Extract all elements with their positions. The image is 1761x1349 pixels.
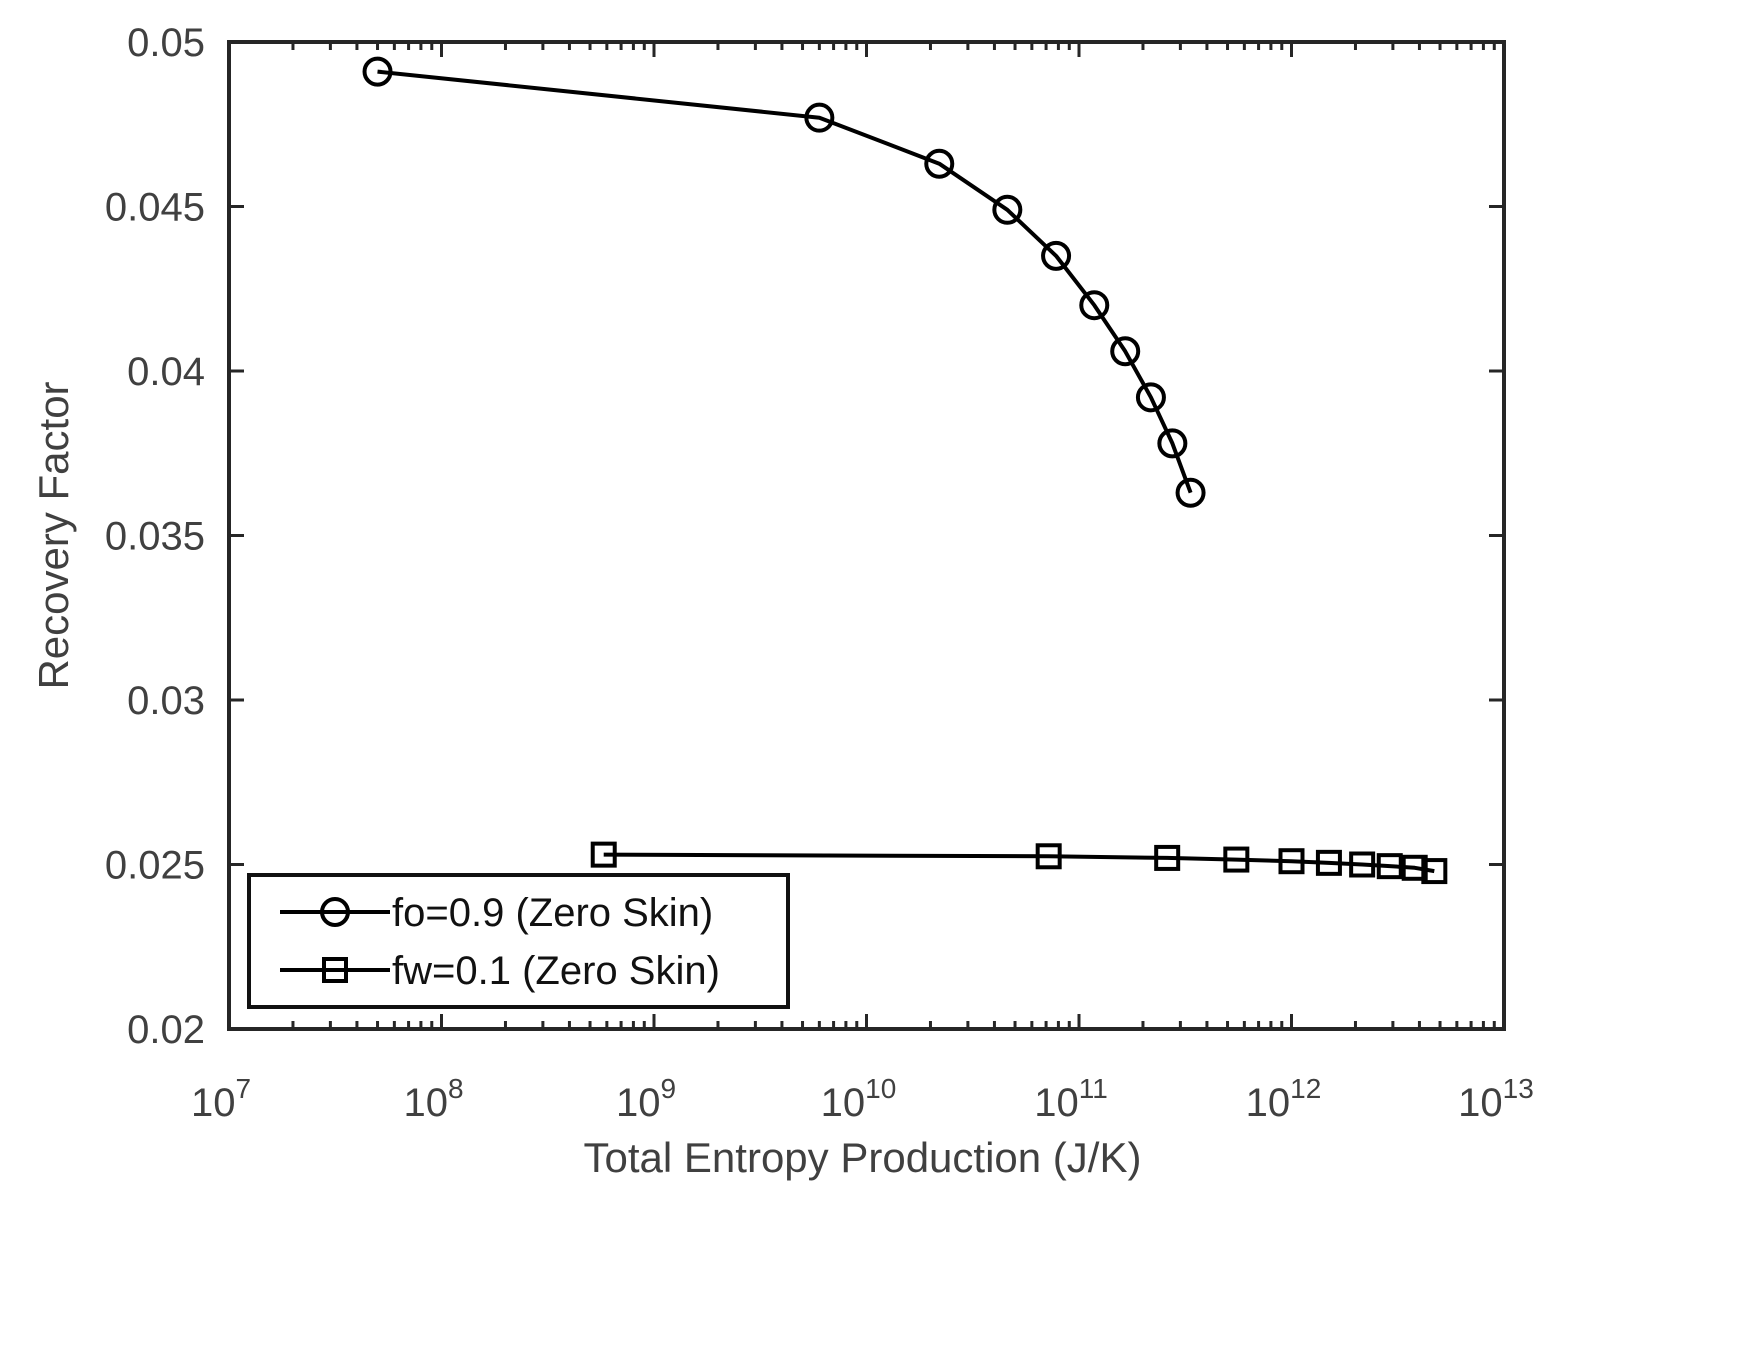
data-point-square (1315, 849, 1342, 876)
x-tick-label: 109 (616, 1073, 676, 1125)
data-point-circle (992, 194, 1023, 225)
x-tick-label: 1012 (1246, 1073, 1322, 1125)
data-point-square (1376, 853, 1403, 880)
legend-label-fw: fw=0.1 (Zero Skin) (392, 949, 720, 993)
data-point-circle (924, 148, 955, 179)
data-point-circle (362, 56, 393, 87)
plot-frame (227, 40, 1506, 1031)
y-tick-label: 0.035 (105, 515, 205, 559)
x-tick-label: 1010 (821, 1073, 897, 1125)
data-point-circle (1079, 290, 1110, 321)
x-tick-base: 10 (1034, 1081, 1079, 1125)
x-tick-exponent: 9 (660, 1073, 676, 1104)
y-tick-label: 0.05 (127, 21, 205, 65)
x-tick-base: 10 (821, 1081, 866, 1125)
data-point-circle (804, 102, 835, 133)
data-point-square (1349, 851, 1376, 878)
y-tick-label: 0.02 (127, 1008, 205, 1052)
data-point-circle (1110, 336, 1141, 367)
series-layer (362, 56, 1448, 885)
data-point-square (590, 841, 617, 868)
x-tick-label: 107 (191, 1073, 251, 1125)
legend: fo=0.9 (Zero Skin) fw=0.1 (Zero Skin) (247, 873, 790, 1009)
legend-box (247, 873, 790, 1009)
y-tick-label: 0.03 (127, 679, 205, 723)
y-tick-label: 0.025 (105, 844, 205, 888)
x-tick-label: 1011 (1034, 1073, 1108, 1125)
x-axis-title: Total Entropy Production (J/K) (584, 1134, 1142, 1181)
x-tick-exponent: 10 (865, 1073, 896, 1104)
data-point-square (1035, 843, 1062, 870)
x-tick-base: 10 (191, 1081, 236, 1125)
x-tick-base: 10 (1458, 1081, 1503, 1125)
x-tick-base: 10 (1246, 1081, 1291, 1125)
data-point-circle (1135, 382, 1166, 413)
y-tick-label: 0.045 (105, 186, 205, 230)
y-axis-title: Recovery Factor (30, 381, 77, 689)
data-point-square (1154, 844, 1181, 871)
x-tick-exponent: 11 (1079, 1073, 1108, 1104)
x-tick-base: 10 (616, 1081, 661, 1125)
x-tick-label: 1013 (1458, 1073, 1534, 1125)
x-tick-exponent: 7 (235, 1073, 251, 1104)
legend-label-fo: fo=0.9 (Zero Skin) (392, 891, 713, 935)
x-tick-labels: 107 108 109 1010 1011 1012 1013 (191, 1073, 1534, 1125)
x-tick-base: 10 (403, 1081, 448, 1125)
data-point-circle (1041, 240, 1072, 271)
x-tick-exponent: 13 (1503, 1073, 1534, 1104)
x-tick-exponent: 12 (1290, 1073, 1321, 1104)
legend-marker-circle (320, 897, 350, 927)
data-point-circle (1175, 477, 1206, 508)
major-ticks (227, 40, 1506, 1031)
data-point-square (1401, 854, 1428, 881)
legend-entry-fw: fw=0.1 (Zero Skin) (280, 949, 720, 993)
legend-entry-fo: fo=0.9 (Zero Skin) (280, 891, 713, 935)
data-point-square (1421, 858, 1448, 885)
data-point-circle (1157, 428, 1188, 459)
legend-marker-square (322, 957, 348, 983)
data-point-square (1223, 846, 1250, 873)
y-tick-label: 0.04 (127, 350, 205, 394)
data-point-square (1278, 848, 1305, 875)
x-tick-label: 108 (403, 1073, 463, 1125)
x-tick-exponent: 8 (448, 1073, 464, 1104)
y-tick-labels: 0.02 0.025 0.03 0.035 0.04 0.045 0.05 (105, 21, 205, 1052)
series-line-0 (377, 69, 1193, 494)
